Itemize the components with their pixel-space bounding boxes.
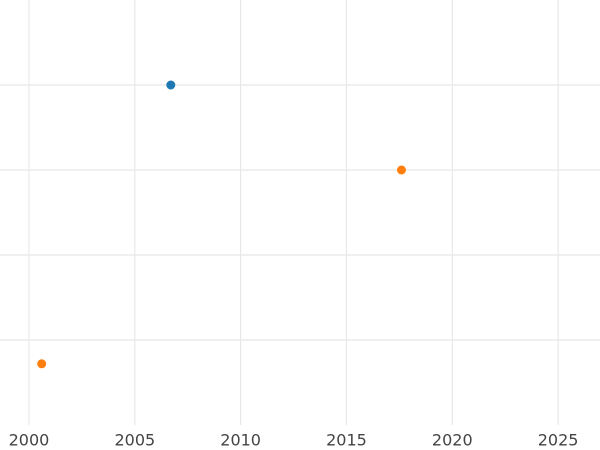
x-tick-label: 2000 xyxy=(9,431,50,450)
point xyxy=(396,165,406,175)
x-tick-label: 2010 xyxy=(220,431,261,450)
x-tick-label: 2020 xyxy=(432,431,473,450)
point xyxy=(37,359,47,369)
x-tick-label: 2025 xyxy=(538,431,579,450)
x-tick-label: 2005 xyxy=(114,431,155,450)
point xyxy=(166,80,176,90)
x-tick-label: 2015 xyxy=(326,431,367,450)
